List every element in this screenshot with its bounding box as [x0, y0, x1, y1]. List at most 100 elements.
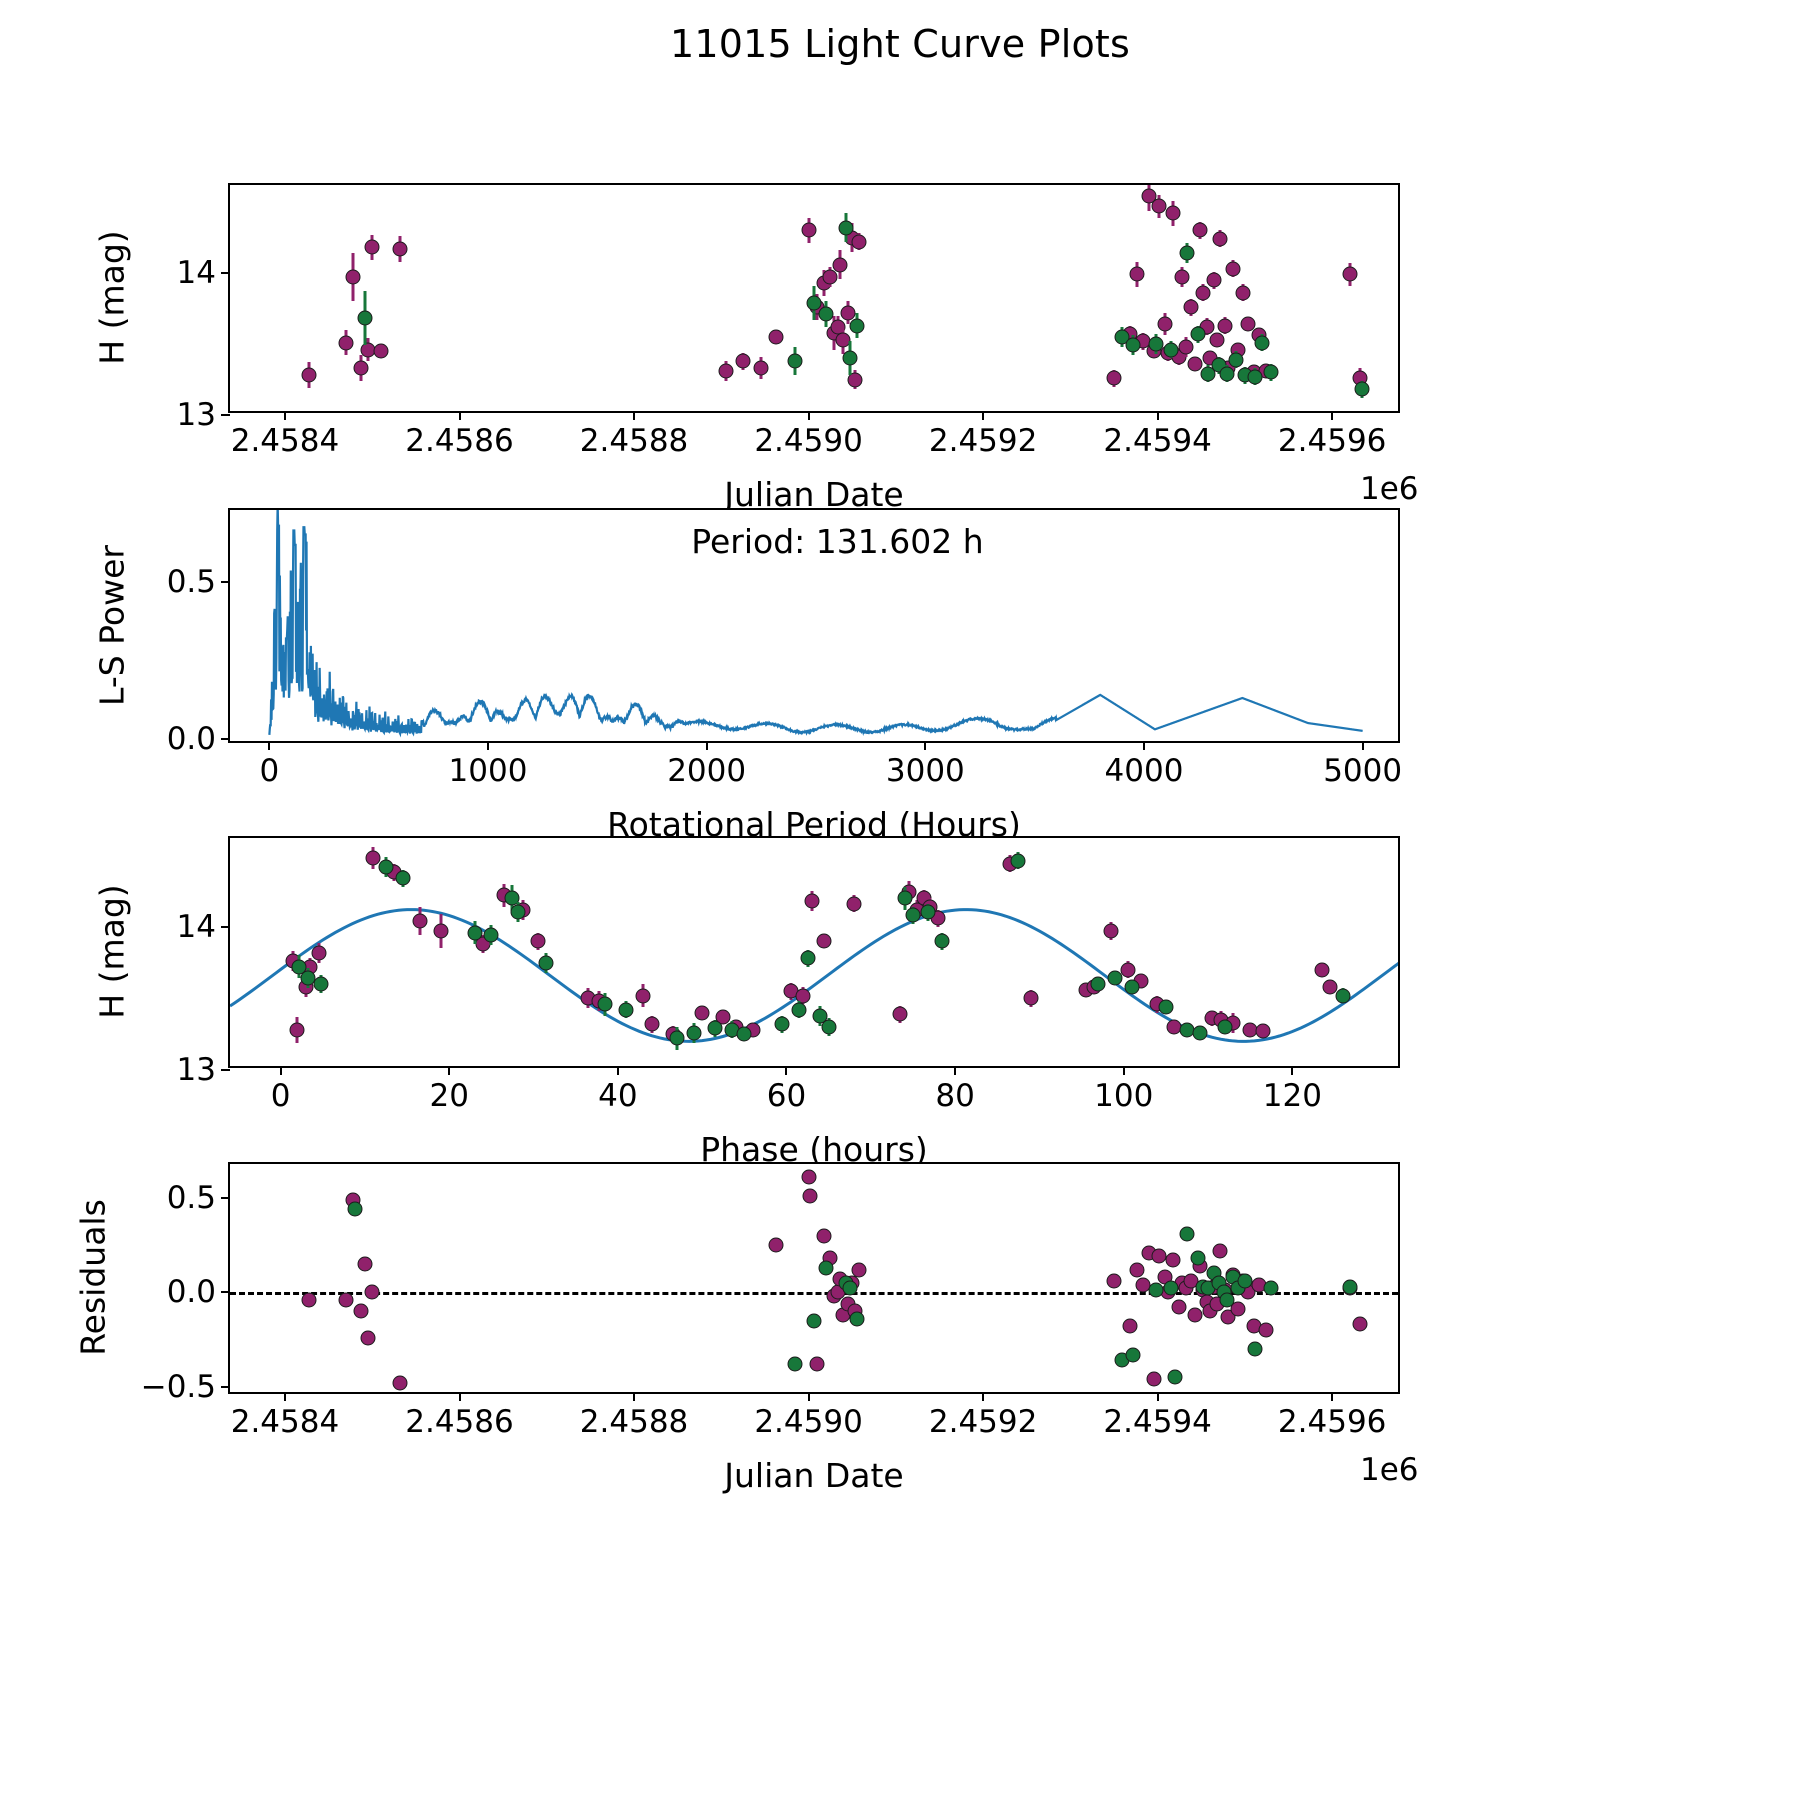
data-point — [1158, 999, 1174, 1015]
data-point — [364, 1284, 380, 1300]
data-point — [1090, 976, 1106, 992]
data-point — [892, 1006, 908, 1022]
phase-folded-plot-area — [230, 838, 1398, 1066]
data-point — [1247, 1341, 1263, 1357]
periodogram-axes: 0 1000 2000 3000 4000 5000 0.0 0.5 — [167, 508, 1402, 789]
period-annotation: Period: 131.602 h — [691, 522, 984, 561]
y-tick-mark — [221, 925, 230, 928]
data-point — [392, 241, 408, 257]
data-point — [1122, 1318, 1138, 1334]
y-tick-label: 0.5 — [166, 1179, 216, 1216]
lightcurve-xlabel: Julian Date — [724, 475, 904, 514]
data-point — [1163, 1280, 1179, 1296]
residuals-plot-area — [230, 1164, 1398, 1392]
data-point — [821, 1019, 837, 1035]
data-point — [1217, 318, 1233, 334]
x-tick-mark — [705, 741, 708, 750]
data-point — [353, 360, 369, 376]
x-tick-mark — [982, 1392, 985, 1401]
data-point — [787, 1356, 803, 1372]
x-tick-label: 0 — [259, 753, 280, 789]
data-point — [842, 350, 858, 366]
x-tick-mark — [458, 1392, 461, 1401]
y-tick-label: 0.0 — [166, 720, 216, 757]
x-tick-mark — [982, 411, 985, 420]
y-tick-mark — [221, 1196, 230, 1199]
data-point — [1217, 1019, 1233, 1035]
x-tick-mark — [1122, 1066, 1125, 1075]
data-point — [1209, 332, 1225, 348]
data-point — [707, 1020, 723, 1036]
data-point — [795, 988, 811, 1004]
data-point — [1174, 269, 1190, 285]
data-point — [832, 257, 848, 272]
data-point — [597, 996, 613, 1012]
data-point — [1151, 1248, 1167, 1264]
data-point — [768, 1237, 784, 1253]
data-point — [806, 1313, 822, 1329]
data-point — [840, 305, 856, 321]
y-tick-mark — [221, 1385, 230, 1388]
y-tick-mark — [221, 414, 230, 416]
data-point — [1219, 366, 1235, 382]
data-point — [736, 1026, 752, 1042]
x-tick-label: 4000 — [1104, 753, 1184, 789]
data-point — [694, 1005, 710, 1021]
data-point — [847, 372, 863, 387]
x-tick-label: 40 — [598, 1078, 638, 1114]
data-point — [1342, 266, 1358, 282]
data-point — [1263, 1280, 1279, 1296]
x-tick-label: 2.4594 — [1103, 1404, 1212, 1440]
x-tick-mark — [1331, 411, 1334, 420]
data-point — [338, 1292, 354, 1308]
x-tick-mark — [785, 1066, 788, 1075]
data-point — [838, 220, 854, 236]
x-tick-label: 2000 — [667, 753, 747, 789]
data-point — [800, 950, 816, 966]
data-point — [1124, 979, 1140, 995]
data-point — [686, 1025, 702, 1041]
data-point — [1322, 979, 1338, 995]
data-point — [301, 367, 317, 383]
data-point — [1354, 381, 1370, 397]
data-point — [1179, 1226, 1195, 1242]
data-point — [1106, 1273, 1122, 1289]
y-tick-mark — [221, 737, 230, 740]
data-point — [1107, 970, 1123, 986]
data-point — [816, 1228, 832, 1244]
x-tick-label: 5000 — [1323, 753, 1403, 789]
data-point — [1148, 1282, 1164, 1298]
data-point — [1247, 369, 1263, 385]
data-point — [1125, 1347, 1141, 1362]
data-point — [1228, 352, 1244, 368]
data-point — [530, 933, 546, 949]
data-point — [849, 318, 865, 334]
y-tick-label: −0.5 — [140, 1368, 216, 1405]
data-point — [1187, 1307, 1203, 1323]
data-point — [1114, 329, 1130, 345]
data-point — [812, 1008, 828, 1024]
x-tick-label: 2.4588 — [579, 423, 689, 459]
data-point — [1235, 285, 1251, 301]
data-point — [715, 1009, 731, 1025]
x-tick-mark — [1156, 1392, 1159, 1401]
data-point — [1010, 853, 1026, 869]
y-tick-mark — [221, 272, 230, 275]
data-point — [347, 1201, 363, 1217]
data-point — [301, 1292, 317, 1308]
x-tick-mark — [1156, 411, 1159, 420]
data-point — [735, 353, 751, 369]
data-point — [1219, 1292, 1235, 1308]
y-tick-mark — [221, 581, 230, 584]
x-tick-mark — [487, 741, 489, 750]
data-point — [1183, 299, 1199, 315]
data-point — [816, 933, 832, 949]
x-tick-label: 2.4586 — [405, 1404, 514, 1440]
data-point — [753, 360, 769, 376]
data-point — [1240, 316, 1256, 332]
data-point — [774, 1016, 790, 1032]
x-tick-label: 2.4584 — [230, 423, 340, 459]
x-tick-label: 20 — [429, 1078, 469, 1114]
phase-folded-axes: 0 20 40 60 80 100 120 13 14 — [177, 836, 1400, 1114]
data-point — [1192, 222, 1208, 238]
